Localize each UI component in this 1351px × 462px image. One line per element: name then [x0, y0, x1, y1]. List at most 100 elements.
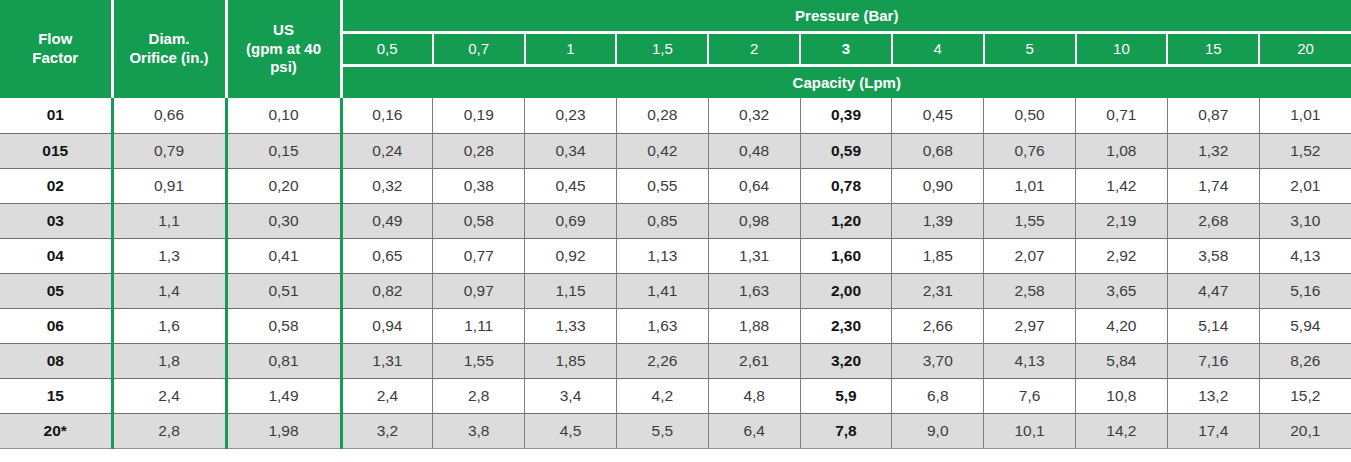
capacity-cell: 1,55: [433, 343, 525, 378]
table-row-20: 20*2,81,983,23,84,55,56,47,89,010,114,21…: [0, 413, 1351, 448]
capacity-cell: 1,11: [433, 308, 525, 343]
capacity-cell: 0,39: [800, 98, 892, 133]
capacity-cell: 1,74: [1167, 168, 1259, 203]
diam-orifice-cell: 2,4: [112, 378, 226, 413]
capacity-lpm-header: Capacity (Lpm): [341, 65, 1351, 98]
capacity-cell: 4,5: [525, 413, 617, 448]
capacity-cell: 1,63: [708, 273, 800, 308]
capacity-cell: 1,15: [525, 273, 617, 308]
capacity-cell: 2,19: [1076, 203, 1168, 238]
capacity-cell: 1,60: [800, 238, 892, 273]
capacity-cell: 4,8: [708, 378, 800, 413]
capacity-cell: 1,39: [892, 203, 984, 238]
capacity-cell: 0,68: [892, 133, 984, 168]
capacity-cell: 17,4: [1167, 413, 1259, 448]
capacity-cell: 1,85: [892, 238, 984, 273]
capacity-cell: 0,76: [984, 133, 1076, 168]
capacity-cell: 1,31: [341, 343, 433, 378]
diam-orifice-header: Diam. Orifice (in.): [112, 0, 226, 98]
capacity-cell: 3,70: [892, 343, 984, 378]
pressure-col-1: 1: [525, 32, 617, 65]
flow-factor-cell: 015: [0, 133, 112, 168]
capacity-cell: 5,9: [800, 378, 892, 413]
pressure-col-10: 10: [1076, 32, 1168, 65]
capacity-cell: 1,55: [984, 203, 1076, 238]
flow-factor-cell: 02: [0, 168, 112, 203]
capacity-cell: 3,10: [1259, 203, 1351, 238]
capacity-cell: 1,42: [1076, 168, 1168, 203]
capacity-cell: 3,8: [433, 413, 525, 448]
capacity-cell: 4,2: [616, 378, 708, 413]
capacity-cell: 13,2: [1167, 378, 1259, 413]
flow-factor-cell: 03: [0, 203, 112, 238]
header-row-pressure: Flow Factor Diam. Orifice (in.) US (gpm …: [0, 0, 1351, 32]
us-gpm-cell: 0,41: [226, 238, 341, 273]
diam-orifice-cell: 1,4: [112, 273, 226, 308]
capacity-cell: 2,01: [1259, 168, 1351, 203]
capacity-cell: 3,20: [800, 343, 892, 378]
capacity-cell: 1,41: [616, 273, 708, 308]
flow-factor-cell: 08: [0, 343, 112, 378]
capacity-cell: 0,24: [341, 133, 433, 168]
capacity-cell: 1,01: [984, 168, 1076, 203]
capacity-cell: 15,2: [1259, 378, 1351, 413]
capacity-cell: 2,4: [341, 378, 433, 413]
pressure-col-15: 15: [1167, 32, 1259, 65]
capacity-cell: 9,0: [892, 413, 984, 448]
us-gpm-cell: 1,49: [226, 378, 341, 413]
capacity-cell: 0,23: [525, 98, 617, 133]
capacity-cell: 0,50: [984, 98, 1076, 133]
capacity-cell: 1,31: [708, 238, 800, 273]
capacity-cell: 3,4: [525, 378, 617, 413]
flow-factor-cell: 04: [0, 238, 112, 273]
capacity-cell: 7,8: [800, 413, 892, 448]
table-row-06: 061,60,580,941,111,331,631,882,302,662,9…: [0, 308, 1351, 343]
capacity-cell: 2,61: [708, 343, 800, 378]
table-body: 010,660,100,160,190,230,280,320,390,450,…: [0, 98, 1351, 448]
us-gpm-cell: 0,15: [226, 133, 341, 168]
us-gpm-cell: 1,98: [226, 413, 341, 448]
us-gpm-cell: 0,81: [226, 343, 341, 378]
flow-factor-cell: 06: [0, 308, 112, 343]
pressure-col-3: 3: [800, 32, 892, 65]
capacity-cell: 14,2: [1076, 413, 1168, 448]
capacity-cell: 1,20: [800, 203, 892, 238]
table-row-04: 041,30,410,650,770,921,131,311,601,852,0…: [0, 238, 1351, 273]
capacity-cell: 0,69: [525, 203, 617, 238]
table-row-08: 081,80,811,311,551,852,262,613,203,704,1…: [0, 343, 1351, 378]
capacity-cell: 0,97: [433, 273, 525, 308]
capacity-cell: 0,90: [892, 168, 984, 203]
capacity-cell: 0,45: [525, 168, 617, 203]
pressure-col-4: 4: [892, 32, 984, 65]
pressure-col-0,7: 0,7: [433, 32, 525, 65]
capacity-cell: 0,19: [433, 98, 525, 133]
capacity-cell: 1,13: [616, 238, 708, 273]
pressure-col-5: 5: [984, 32, 1076, 65]
capacity-cell: 7,16: [1167, 343, 1259, 378]
capacity-cell: 0,85: [616, 203, 708, 238]
pressure-col-2: 2: [708, 32, 800, 65]
capacity-cell: 3,58: [1167, 238, 1259, 273]
table-row-05: 051,40,510,820,971,151,411,632,002,312,5…: [0, 273, 1351, 308]
us-gpm-cell: 0,30: [226, 203, 341, 238]
pressure-col-1,5: 1,5: [616, 32, 708, 65]
capacity-cell: 0,77: [433, 238, 525, 273]
capacity-cell: 2,07: [984, 238, 1076, 273]
capacity-cell: 8,26: [1259, 343, 1351, 378]
capacity-cell: 0,55: [616, 168, 708, 203]
capacity-cell: 1,33: [525, 308, 617, 343]
capacity-cell: 1,01: [1259, 98, 1351, 133]
flow-capacity-table: Flow Factor Diam. Orifice (in.) US (gpm …: [0, 0, 1351, 449]
capacity-cell: 2,00: [800, 273, 892, 308]
capacity-cell: 0,59: [800, 133, 892, 168]
capacity-cell: 7,6: [984, 378, 1076, 413]
diam-orifice-cell: 0,66: [112, 98, 226, 133]
table-header: Flow Factor Diam. Orifice (in.) US (gpm …: [0, 0, 1351, 98]
table-row-02: 020,910,200,320,380,450,550,640,780,901,…: [0, 168, 1351, 203]
capacity-cell: 1,52: [1259, 133, 1351, 168]
table-row-03: 031,10,300,490,580,690,850,981,201,391,5…: [0, 203, 1351, 238]
pressure-col-0,5: 0,5: [341, 32, 433, 65]
capacity-cell: 1,85: [525, 343, 617, 378]
capacity-cell: 0,16: [341, 98, 433, 133]
capacity-cell: 2,66: [892, 308, 984, 343]
